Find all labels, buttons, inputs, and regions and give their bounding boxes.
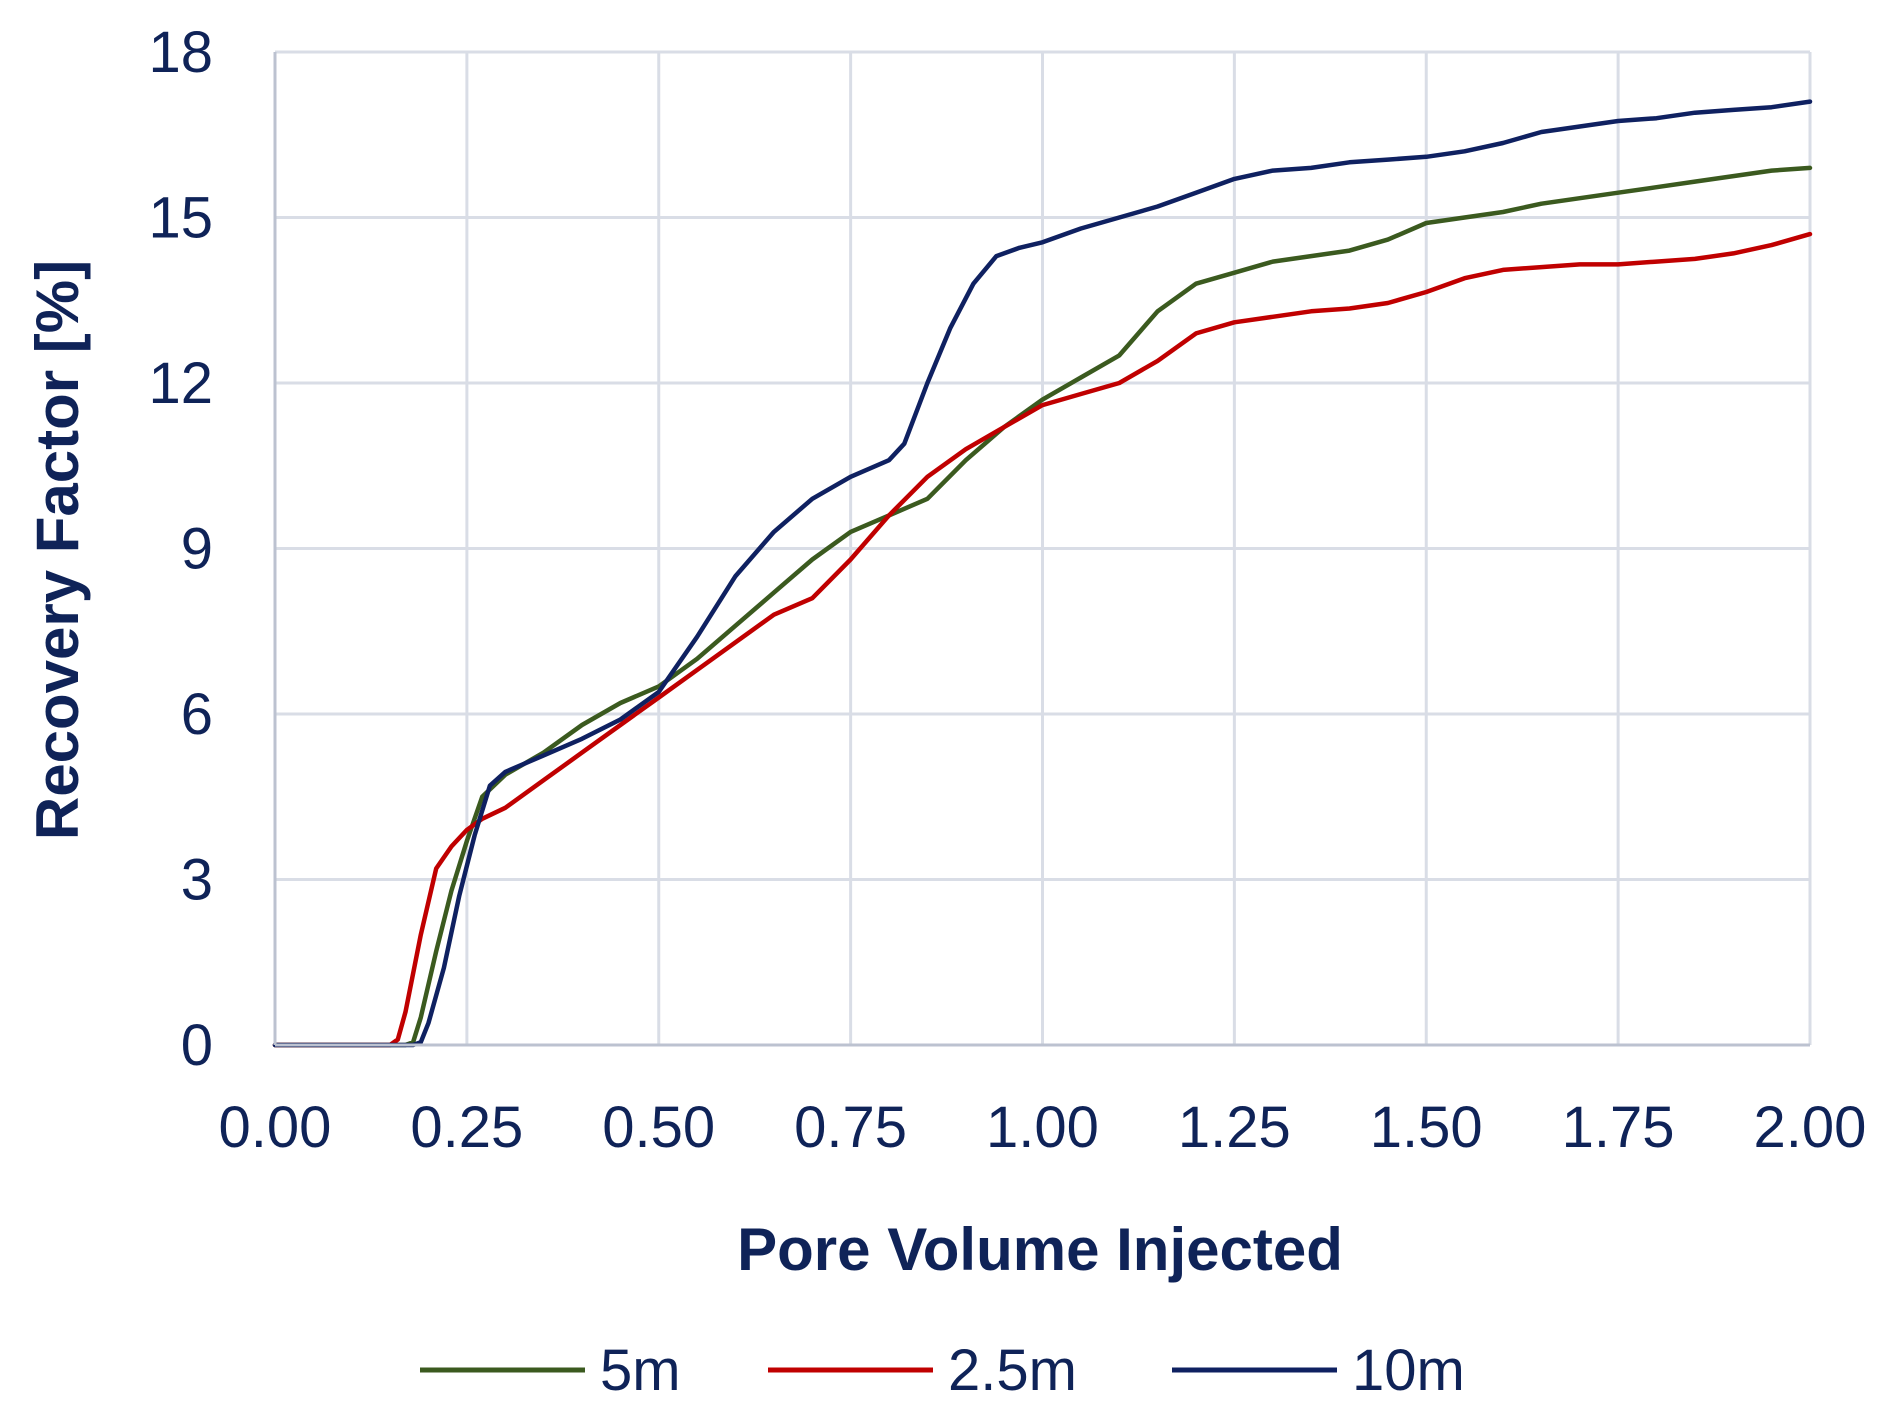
legend-label: 5m (600, 1338, 681, 1403)
x-tick-label: 1.50 (1370, 1095, 1483, 1160)
x-tick-label: 2.00 (1754, 1095, 1867, 1160)
x-axis-title: Pore Volume Injected (737, 1216, 1343, 1283)
series-layer (272, 99, 1813, 1048)
x-tick-label: 0.50 (602, 1095, 715, 1160)
grid-layer (275, 50, 1812, 1045)
y-tick-label: 3 (181, 848, 213, 913)
y-tick-label: 0 (181, 1013, 213, 1078)
x-tick-label: 1.00 (986, 1095, 1099, 1160)
tick-label-layer: 0 3 6 9 12 15 18 0.00 0.25 0.50 0.75 1.00 1.25 1.50 1.… (148, 20, 1866, 1160)
legend: 5m 2.5m 10m (420, 1338, 1465, 1403)
legend-item-2-5m: 2.5m (768, 1338, 1077, 1403)
y-tick-label: 12 (148, 351, 213, 416)
x-tick-label: 1.75 (1562, 1095, 1675, 1160)
y-tick-label: 18 (148, 20, 213, 85)
legend-label: 10m (1352, 1338, 1465, 1403)
axis-layer (273, 52, 1810, 1047)
x-tick-label: 0.25 (410, 1095, 523, 1160)
x-tick-label: 1.25 (1178, 1095, 1291, 1160)
legend-label: 2.5m (948, 1338, 1077, 1403)
y-axis-title: Recovery Factor [%] (24, 260, 91, 840)
x-tick-label: 0.00 (219, 1095, 332, 1160)
legend-item-10m: 10m (1172, 1338, 1465, 1403)
y-tick-label: 15 (148, 186, 213, 251)
series-line-10m (272, 99, 1813, 1048)
y-tick-label: 9 (181, 517, 213, 582)
legend-item-5m: 5m (420, 1338, 681, 1403)
x-tick-label: 0.75 (794, 1095, 907, 1160)
y-tick-label: 6 (181, 682, 213, 747)
series-line-2-5m (272, 231, 1813, 1048)
